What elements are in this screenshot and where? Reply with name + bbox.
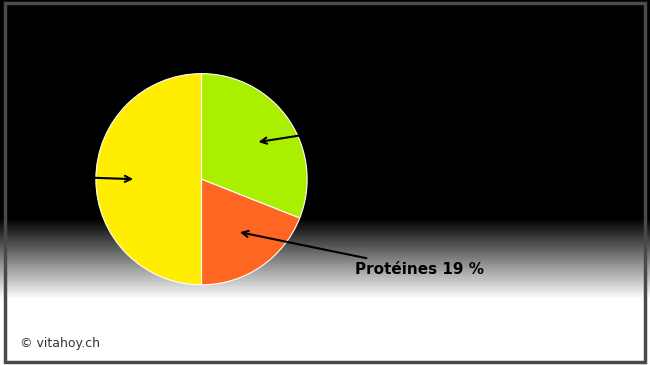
Text: Protéines 19 %: Protéines 19 %: [242, 231, 484, 277]
Text: Distribution de calories: M-Budget Vollmilch UHT (Migros): Distribution de calories: M-Budget Vollm…: [20, 36, 606, 54]
Wedge shape: [96, 74, 202, 285]
Text: © vitahoy.ch: © vitahoy.ch: [20, 337, 99, 350]
Text: Glucides 31 %: Glucides 31 %: [261, 108, 485, 144]
Wedge shape: [202, 179, 300, 285]
Wedge shape: [202, 74, 307, 218]
Text: Lipides 50 %: Lipides 50 %: [0, 166, 131, 182]
